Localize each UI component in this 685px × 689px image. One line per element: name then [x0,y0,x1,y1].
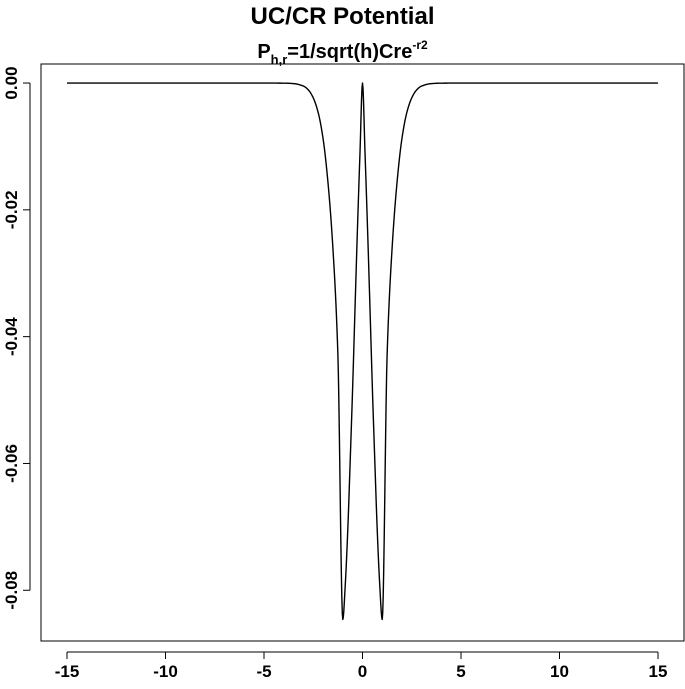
subtitle-base: P [257,41,271,63]
y-tick-label: -0.02 [2,190,21,229]
chart-subtitle: Ph,r=1/sqrt(h)Cre-r2 [0,33,685,72]
subtitle-middle: =1/sqrt(h)Cre [287,41,413,63]
y-tick-label: -0.04 [2,317,21,356]
x-tick-label: 10 [550,662,569,681]
chart-title: UC/CR Potential [250,3,435,30]
subtitle-superscript: -r2 [412,38,428,52]
x-axis: -15 -10 -5 0 5 10 15 [55,651,668,681]
subtitle-subscript: h,r [270,52,288,67]
y-tick-label: -0.06 [2,444,21,483]
x-tick-label: -5 [256,662,271,681]
y-tick-label: -0.08 [2,571,21,610]
x-tick-label: 5 [456,662,465,681]
x-tick-label: -10 [153,662,178,681]
x-tick-label: -15 [55,662,80,681]
series-layer [66,82,659,621]
plot-frame [40,63,685,642]
x-tick-label: 15 [649,662,668,681]
x-tick-label: 0 [358,662,367,681]
y-tick-label: 0.00 [2,66,21,99]
series-line [66,82,659,621]
y-axis: 0.00 -0.02 -0.04 -0.06 -0.08 [2,66,31,610]
